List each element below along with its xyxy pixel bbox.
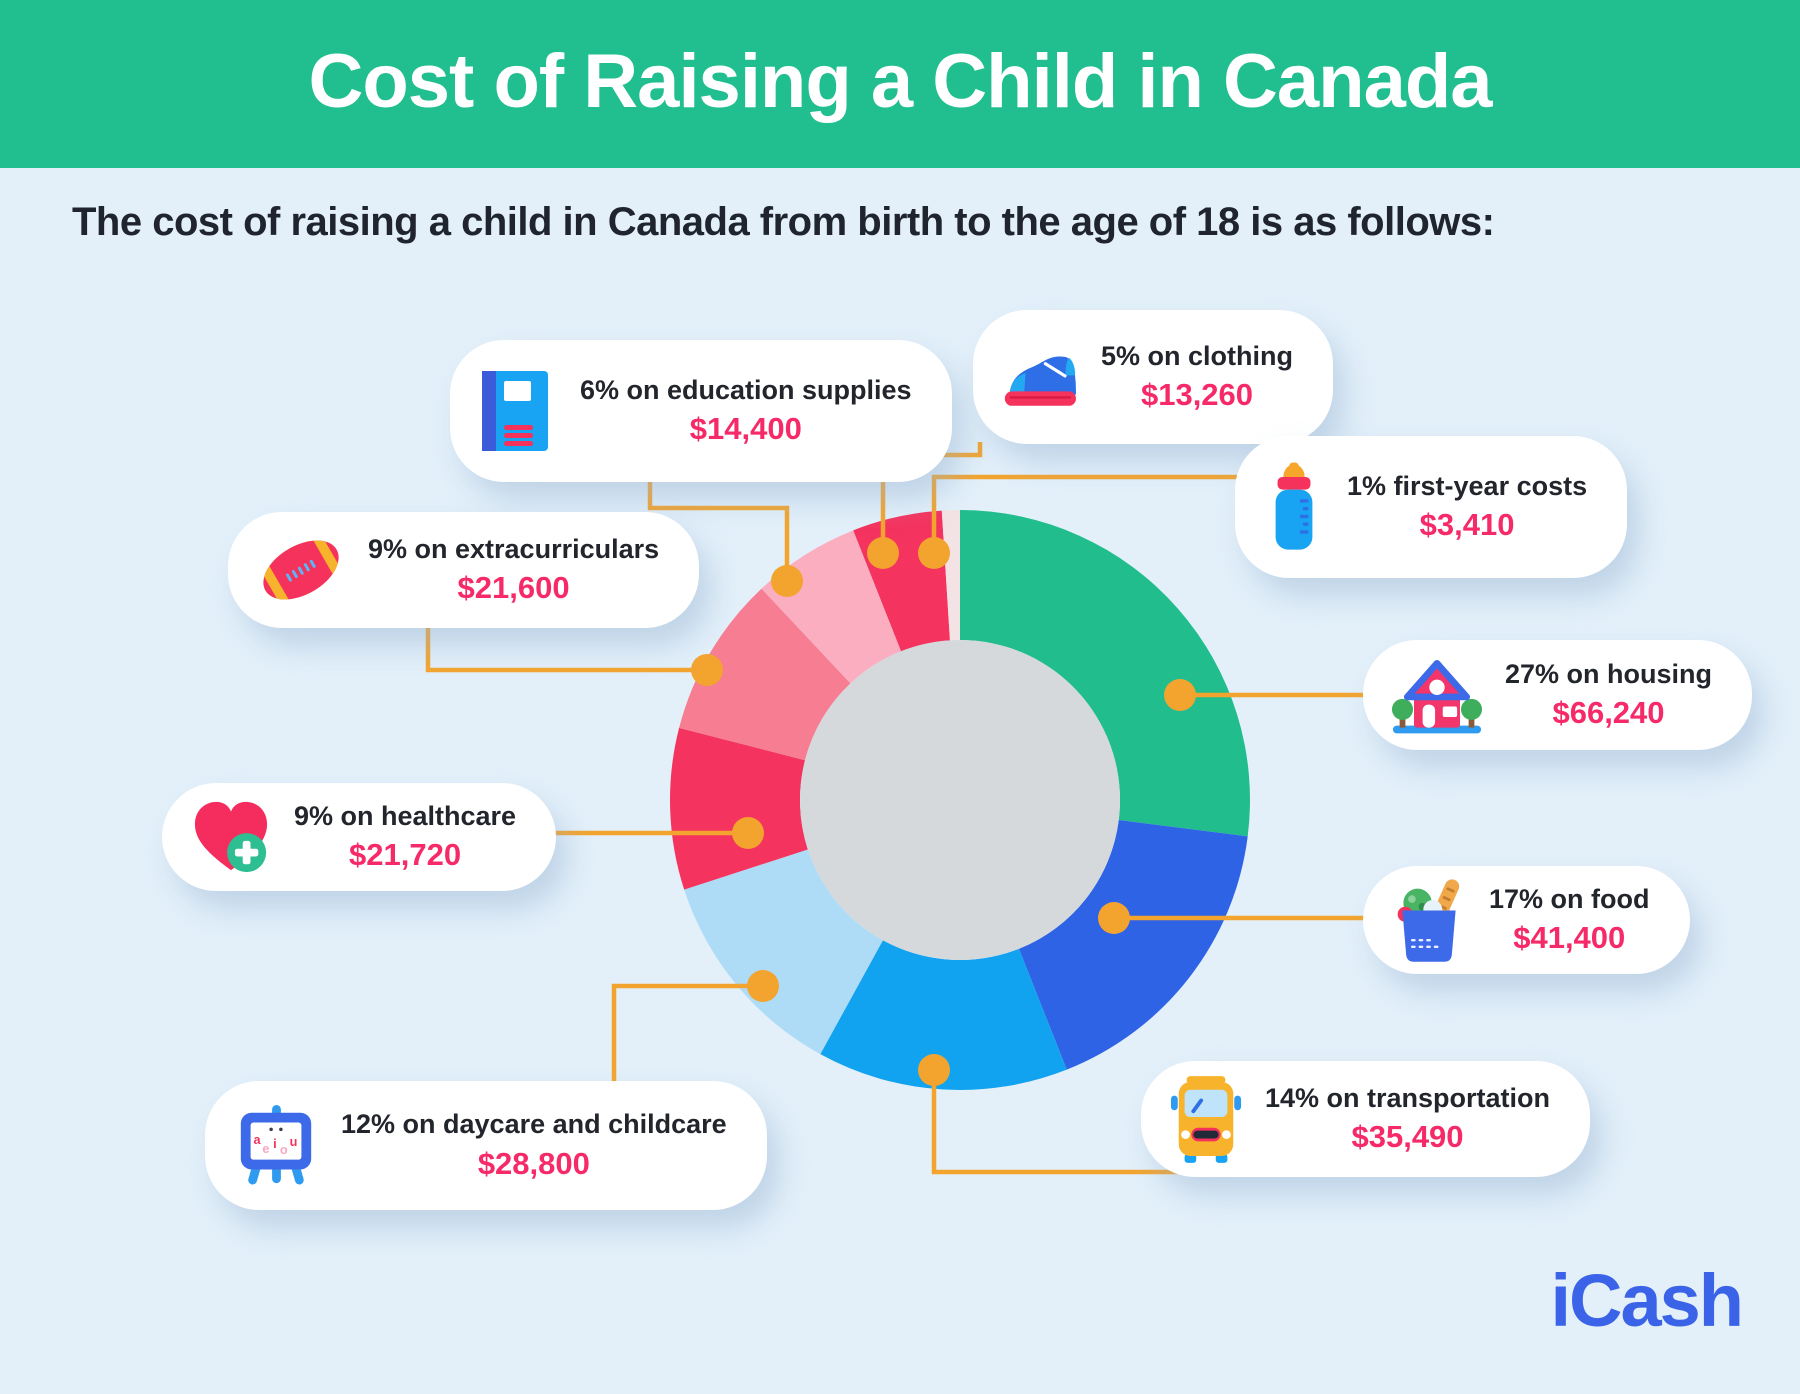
card-value: $41,400 <box>1513 920 1626 956</box>
card-value: $13,260 <box>1140 377 1254 413</box>
connector-daycare <box>611 983 763 1085</box>
card-label: 1% first-year costs <box>1347 470 1588 501</box>
dot-food <box>1098 902 1130 934</box>
card-label: 9% on healthcare <box>294 800 517 831</box>
card-value: $35,490 <box>1351 1119 1464 1155</box>
dot-housing <box>1164 679 1196 711</box>
card-value: $3,410 <box>1419 507 1515 543</box>
dot-first_year <box>918 537 950 569</box>
svg-text:i: i <box>273 1136 277 1150</box>
segment-daycare <box>684 849 883 1055</box>
connector-transportation <box>931 1070 1180 1175</box>
dot-healthcare <box>732 817 764 849</box>
heart-plus-icon <box>190 798 272 876</box>
grocery-bag-icon <box>1391 877 1467 963</box>
card-label: 27% on housing <box>1505 658 1713 689</box>
card-value: $21,600 <box>457 570 570 606</box>
card-first-year-costs: 1% first-year costs $3,410 <box>1235 436 1628 578</box>
card-label: 9% on extracurriculars <box>368 533 660 564</box>
card-value: $28,800 <box>477 1145 590 1181</box>
school-bus-icon <box>1169 1074 1243 1164</box>
segment-transportation <box>820 940 1067 1090</box>
connector-extracurriculars <box>425 624 707 673</box>
connector-first_year <box>931 474 1238 553</box>
card-label: 14% on transportation <box>1265 1082 1551 1113</box>
dot-education <box>771 565 803 597</box>
svg-text:a: a <box>254 1133 262 1147</box>
header-banner: Cost of Raising a Child in Canada <box>0 0 1800 168</box>
football-icon <box>256 536 346 604</box>
subtitle: The cost of raising a child in Canada fr… <box>72 200 1495 244</box>
card-label: 17% on food <box>1489 883 1650 914</box>
sneaker-icon <box>1001 345 1079 409</box>
segment-housing <box>960 510 1250 837</box>
icash-logo: iCash <box>1550 1259 1744 1342</box>
svg-text:e: e <box>262 1141 269 1155</box>
dot-extracurriculars <box>691 654 723 686</box>
dot-clothing <box>867 537 899 569</box>
donut-center <box>800 640 1120 960</box>
house-icon <box>1391 654 1483 736</box>
card-label: 6% on education supplies <box>580 374 912 405</box>
page-title: Cost of Raising a Child in Canada <box>308 39 1492 124</box>
dot-transportation <box>918 1054 950 1086</box>
dot-daycare <box>747 970 779 1002</box>
connector-education <box>647 480 790 581</box>
card-label: 5% on clothing <box>1101 340 1293 371</box>
card-transportation: 14% on transportation $35,490 <box>1141 1061 1591 1177</box>
segment-extracurriculars <box>679 588 851 761</box>
card-housing: 27% on housing $66,240 <box>1363 640 1753 750</box>
svg-text:u: u <box>290 1135 298 1149</box>
card-value: $21,720 <box>349 837 462 873</box>
segment-food <box>1018 820 1248 1070</box>
segment-first_year <box>941 510 960 641</box>
card-value: $66,240 <box>1552 695 1665 731</box>
baby-bottle-icon <box>1263 462 1325 552</box>
book-icon <box>478 369 558 453</box>
card-healthcare: 9% on healthcare $21,720 <box>162 783 557 891</box>
segment-healthcare <box>669 727 808 890</box>
card-clothing: 5% on clothing $13,260 <box>973 310 1333 444</box>
card-value: $14,400 <box>689 411 802 447</box>
card-daycare-childcare: a e i o u 12% on daycare and childcare $… <box>205 1081 767 1210</box>
card-label: 12% on daycare and childcare <box>341 1109 727 1140</box>
card-food: 17% on food $41,400 <box>1363 866 1690 974</box>
card-extracurriculars: 9% on extracurriculars $21,600 <box>228 512 700 628</box>
easel-icon: a e i o u <box>233 1102 319 1190</box>
card-education-supplies: 6% on education supplies $14,400 <box>450 340 952 482</box>
svg-text:o: o <box>280 1142 288 1156</box>
